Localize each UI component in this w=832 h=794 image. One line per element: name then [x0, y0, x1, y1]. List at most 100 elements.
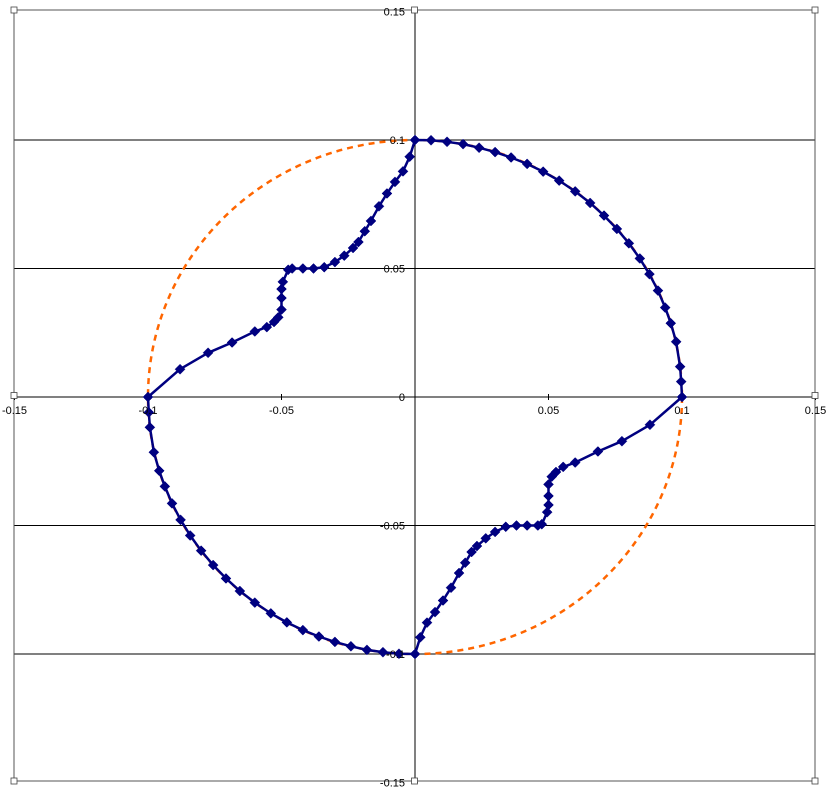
data-point-marker	[421, 617, 433, 628]
data-point-marker	[674, 361, 686, 373]
data-point-marker	[409, 134, 421, 146]
resize-handle[interactable]	[10, 777, 18, 785]
data-point-marker	[644, 419, 656, 431]
resize-handle[interactable]	[811, 6, 819, 14]
data-point-marker	[144, 421, 156, 433]
tick-labels: -0.15 -0.1 -0.05 0.05 0.1 0.15 -0.15 -0.1 -0.05 0…	[2, 7, 826, 790]
data-point-marker	[541, 506, 553, 518]
data-point-marker	[318, 261, 330, 273]
data-point-marker	[537, 166, 549, 177]
data-point-marker	[644, 268, 655, 280]
data-point-marker	[195, 545, 207, 557]
data-point-marker	[676, 391, 688, 403]
data-point-marker	[543, 479, 554, 490]
data-point-marker	[313, 631, 325, 642]
data-point-marker	[429, 606, 441, 618]
data-point-marker	[634, 253, 646, 264]
resize-handle[interactable]	[10, 392, 18, 399]
data-point-marker	[153, 465, 165, 477]
data-point-marker	[148, 446, 160, 458]
data-point-marker	[557, 461, 569, 473]
data-point-marker	[377, 646, 389, 658]
data-point-marker	[659, 302, 671, 313]
resize-handle[interactable]	[411, 777, 418, 785]
data-point-marker	[277, 276, 289, 288]
data-point-marker	[142, 391, 154, 403]
data-point-marker	[265, 608, 277, 619]
data-point-marker	[234, 585, 246, 597]
data-point-marker	[437, 595, 449, 606]
data-point-marker	[611, 223, 623, 235]
data-point-marker	[249, 597, 261, 608]
data-point-marker	[329, 256, 341, 268]
y-tick-label: -0.1	[386, 649, 405, 661]
y-tick-label: 0.1	[390, 135, 405, 147]
data-point-marker	[471, 540, 483, 552]
y-tick-label: -0.05	[380, 521, 405, 533]
main-curve-series	[142, 134, 688, 660]
data-point-marker	[521, 520, 533, 531]
data-point-marker	[272, 311, 284, 323]
data-point-marker	[505, 152, 517, 163]
data-point-marker	[226, 337, 238, 348]
data-point-marker	[347, 242, 359, 254]
data-point-marker	[543, 490, 554, 502]
data-point-marker	[329, 636, 341, 648]
data-point-marker	[652, 285, 664, 296]
data-point-marker	[353, 236, 364, 248]
data-point-marker	[409, 648, 421, 660]
data-point-marker	[393, 648, 405, 660]
y-tick-label: 0.05	[384, 264, 405, 276]
data-point-marker	[459, 557, 471, 569]
data-point-marker	[569, 457, 581, 468]
x-tick-label: -0.05	[269, 405, 294, 417]
data-point-marker	[276, 304, 287, 315]
x-tick-label: 0.1	[674, 405, 689, 417]
y-tick-label: 0	[399, 392, 405, 404]
data-point-marker	[665, 317, 677, 329]
data-point-marker	[616, 435, 628, 447]
data-point-marker	[584, 197, 596, 209]
data-point-marker	[623, 237, 635, 249]
data-point-marker	[175, 514, 186, 526]
data-point-marker	[220, 573, 232, 584]
x-tick-label: 0.05	[538, 405, 559, 417]
x-tick-label: -0.1	[139, 405, 158, 417]
data-point-marker	[397, 166, 409, 177]
data-point-marker	[249, 326, 261, 337]
x-tick-label: -0.15	[2, 405, 27, 417]
resize-handle[interactable]	[811, 392, 819, 399]
data-point-marker	[445, 582, 457, 594]
data-point-marker	[308, 263, 319, 274]
y-tick-label: -0.15	[380, 778, 405, 790]
data-point-marker	[338, 250, 350, 262]
data-point-marker	[202, 347, 214, 359]
data-point-marker	[404, 151, 416, 163]
data-point-marker	[276, 292, 287, 304]
data-point-marker	[389, 176, 401, 188]
data-point-marker	[441, 136, 453, 148]
data-point-marker	[569, 186, 581, 197]
data-point-marker	[489, 146, 501, 158]
data-point-marker	[166, 498, 178, 509]
data-point-marker	[159, 481, 171, 492]
data-point-marker	[489, 526, 501, 538]
data-point-marker	[373, 200, 385, 212]
resize-handle[interactable]	[10, 6, 18, 14]
resize-handle[interactable]	[411, 6, 418, 14]
data-point-marker	[276, 283, 287, 295]
data-point-marker	[546, 471, 558, 483]
data-point-marker	[466, 546, 477, 558]
data-point-marker	[675, 376, 687, 387]
data-point-marker	[365, 215, 377, 227]
data-point-marker	[297, 263, 309, 274]
data-point-marker	[521, 158, 533, 170]
data-point-marker	[414, 631, 426, 643]
data-point-marker	[553, 175, 565, 186]
data-point-marker	[473, 142, 485, 154]
x-tick-label: 0.15	[805, 405, 826, 417]
chart-resize-handles[interactable]	[10, 6, 819, 785]
resize-handle[interactable]	[811, 777, 819, 785]
data-point-marker	[345, 640, 357, 652]
data-point-marker	[381, 188, 393, 199]
